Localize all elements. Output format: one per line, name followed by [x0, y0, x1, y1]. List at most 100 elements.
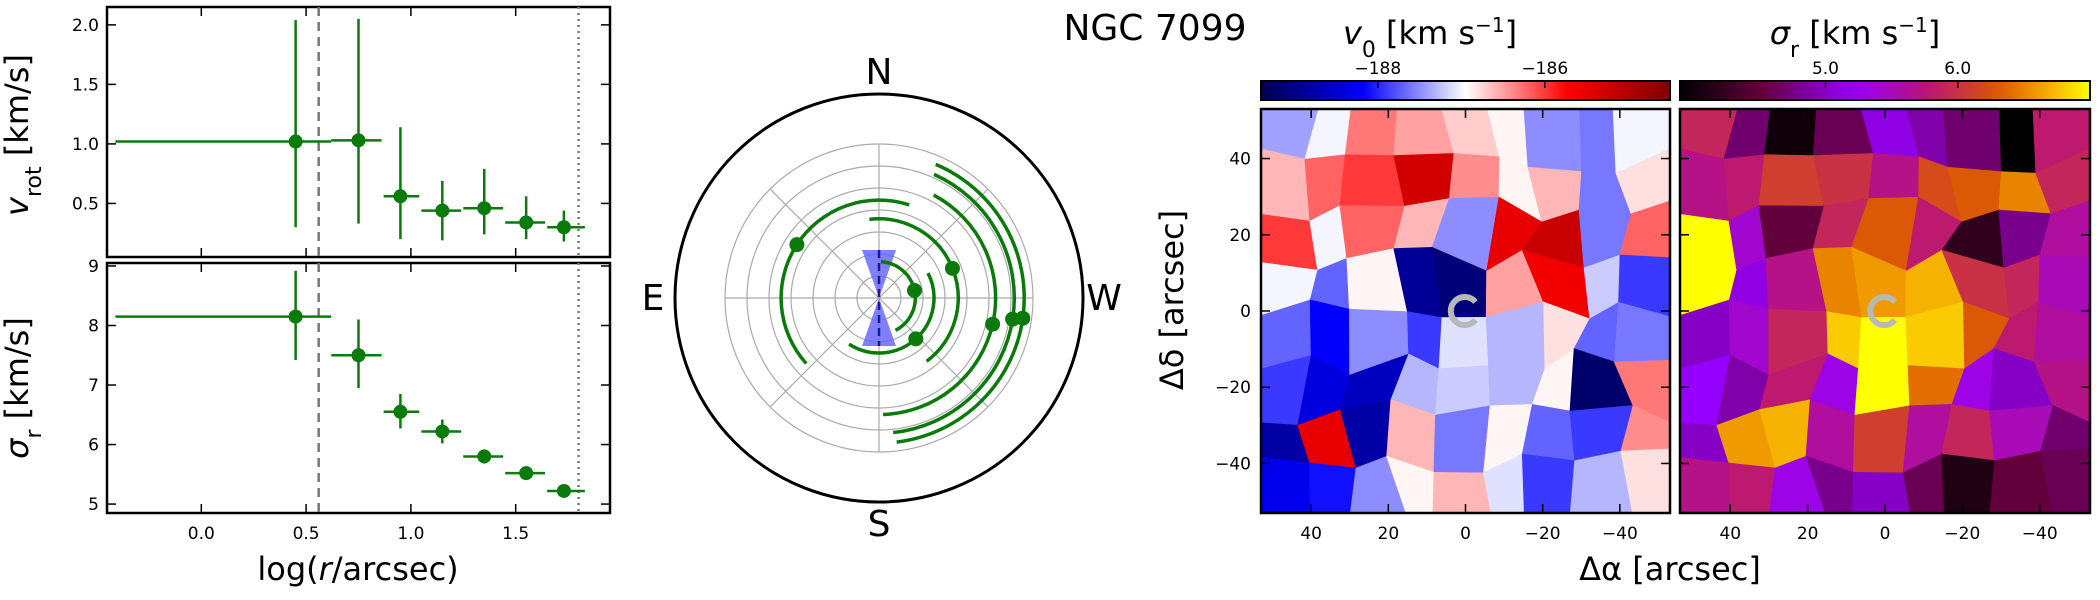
voronoi-cell [1260, 148, 1311, 222]
voronoi-cell [1448, 153, 1501, 200]
map-xtick-label: −40 [2022, 524, 2058, 544]
xtick-label: 1.0 [397, 524, 424, 544]
voronoi-cell [1393, 153, 1455, 207]
point-marker [393, 404, 408, 419]
data-point [331, 319, 382, 388]
sigma-cbar-unit: [km s [1799, 14, 1898, 52]
data-point [331, 18, 382, 224]
voronoi-cell [1852, 405, 1911, 474]
profile-xlabel: log(r/arcsec) [257, 550, 458, 588]
ytick-label: 0.5 [72, 194, 99, 214]
point-marker [351, 133, 366, 148]
sigma-ylabel-unit: [km/s] [0, 317, 36, 429]
voronoi-cell [1812, 153, 1874, 207]
voronoi-cell [1432, 472, 1492, 514]
point-marker [288, 134, 303, 149]
data-point [505, 466, 546, 481]
data-point [505, 196, 546, 240]
direction-north: N [866, 52, 893, 93]
voronoi-cell [1260, 213, 1319, 271]
map-ytick-label: 40 [1229, 150, 1251, 170]
vrot-panel: 0.5 1.0 1.5 2.0 vrot [km/s] [0, 5, 612, 259]
ytick-label: 9 [88, 257, 99, 277]
voronoi-cell [1941, 453, 1995, 514]
xlabel-italic: r [319, 550, 334, 588]
ytick-label: 7 [88, 376, 99, 396]
point-marker [477, 201, 492, 216]
pa-point [789, 237, 805, 253]
colorbar-tick-label: 6.0 [1944, 59, 1971, 79]
voronoi-cell [1999, 108, 2037, 174]
colorbar [1260, 80, 1671, 101]
sigma-cbar-sup: −1 [1898, 13, 1927, 37]
pa-point [908, 331, 924, 347]
ytick-label: 6 [88, 436, 99, 456]
vrot-ylabel-sub: rot [22, 166, 47, 197]
map-ylabel: Δδ [arcsec] [1153, 210, 1191, 390]
map-xtick-label: 40 [1300, 524, 1322, 544]
voronoi-cell [1679, 213, 1738, 271]
ytick-label: 5 [88, 495, 99, 515]
voronoi-cell [1309, 462, 1357, 514]
voronoi-cell [1433, 405, 1491, 474]
point-marker [519, 215, 534, 230]
polar-panel: N S E W [642, 52, 1122, 545]
xlabel-pre: log( [257, 550, 318, 588]
point-marker [393, 189, 408, 204]
vrot-ylabel-main: v [0, 196, 36, 216]
xtick-label: 0.0 [188, 524, 215, 544]
voronoi-cell [1851, 472, 1912, 514]
point-marker [351, 348, 366, 363]
point-marker [556, 220, 571, 235]
voronoi-cell [1523, 108, 1583, 173]
pa-point [944, 260, 960, 276]
colorbar-tick-label: −186 [1521, 59, 1568, 79]
map-ytick-label: −40 [1215, 454, 1251, 474]
map-ytick-label: 20 [1229, 226, 1251, 246]
voronoi-cell [1344, 108, 1398, 157]
sigma-cbar-main: σ [1770, 14, 1792, 52]
direction-west: W [1086, 278, 1122, 319]
v0-cbar-label: v0 [km s−1] [1343, 13, 1517, 63]
vrot-ylabel: vrot [km/s] [0, 54, 47, 216]
sigma-ylabel: σr [km/s] [0, 317, 47, 459]
v0-cbar-close: ] [1505, 14, 1517, 52]
xlabel-post: /arcsec) [332, 550, 459, 588]
colorbar [1679, 80, 2091, 101]
ytick-label: 8 [88, 317, 99, 337]
vrot-axes-frame [105, 5, 612, 259]
colorbar-tick-label: −188 [1355, 59, 1402, 79]
voronoi-cell [1943, 108, 2002, 173]
pa-point [985, 316, 1001, 332]
map-xtick-label: 0 [1460, 524, 1471, 544]
map-xtick-label: 20 [1797, 524, 1819, 544]
point-marker [556, 483, 571, 498]
sigma-ylabel-main: σ [0, 437, 36, 459]
map-ytick-label: 0 [1240, 302, 1251, 322]
v0-map-panel: v0 [km s−1] −188 −186 40 20 0 −20 −4040200−20… [1153, 13, 1672, 544]
voronoi-cell [1579, 108, 1617, 174]
map-xtick-label: 20 [1378, 524, 1400, 544]
cluster-center-marker [1867, 294, 1898, 328]
point-marker [435, 203, 450, 218]
data-point [383, 127, 420, 240]
map-xtick-label: −40 [1602, 524, 1638, 544]
ytick-label: 1.5 [72, 75, 99, 95]
data-point [115, 20, 332, 228]
sigma-cbar-label: σr [km s−1] [1770, 13, 1941, 63]
data-point [115, 270, 332, 361]
ytick-label: 1.0 [72, 135, 99, 155]
sigma-ylabel-sub: r [22, 429, 47, 439]
voronoi-cell [1679, 457, 1730, 514]
point-marker [477, 449, 492, 464]
xtick-label: 0.5 [293, 524, 320, 544]
v0-cbar-sub: 0 [1362, 38, 1376, 63]
map-xtick-label: −20 [1944, 524, 1980, 544]
point-marker [519, 466, 534, 481]
v0-cbar-main: v [1343, 14, 1363, 52]
v0-cbar-sup: −1 [1475, 13, 1504, 37]
voronoi-cell [1521, 453, 1576, 514]
direction-south: S [868, 504, 891, 545]
map-ytick-label: −20 [1215, 378, 1251, 398]
